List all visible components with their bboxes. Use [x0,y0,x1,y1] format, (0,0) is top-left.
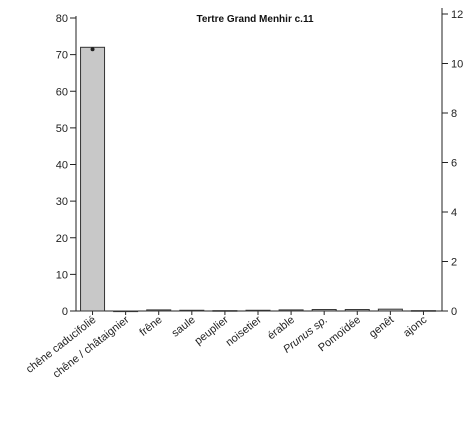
left-tick-label: 20 [56,233,68,245]
category-label: noisetier [224,314,264,349]
left-tick-label: 80 [56,13,68,25]
bar [245,309,271,312]
right-tick-label: 12 [451,9,463,21]
right-tick-label: 10 [451,59,463,71]
right-y-axis: 0 2 4 6 8 10 12 [441,8,463,318]
bar [278,309,304,312]
category-label: genêt [367,314,396,340]
bar [113,310,139,313]
right-tick-label: 0 [451,306,457,318]
bar [344,309,370,312]
left-tick-label: 60 [56,86,68,98]
right-tick-label: 8 [451,108,457,120]
chart-title: Tertre Grand Menhir c.11 [196,14,314,25]
bar [410,310,436,312]
left-tick-label: 50 [56,123,68,135]
right-tick-label: 6 [451,158,457,170]
left-tick-label: 30 [56,196,68,208]
bars [80,46,436,313]
bar [80,46,106,312]
bar [146,309,172,312]
left-y-axis: 0 10 20 30 40 50 60 70 80 [56,13,77,318]
bar [179,309,205,312]
bar [212,310,238,312]
category-label: saule [170,314,198,340]
right-tick-label: 4 [451,207,457,219]
left-tick-label: 70 [56,50,68,62]
bar [377,308,403,312]
bar-top-marker [90,47,95,52]
bar [311,309,337,312]
category-label: ajonc [401,314,430,340]
left-tick-label: 0 [62,306,68,318]
category-label: frêne [137,314,164,339]
left-tick-label: 40 [56,160,68,172]
right-tick-label: 2 [451,257,457,269]
left-tick-label: 10 [56,269,68,281]
